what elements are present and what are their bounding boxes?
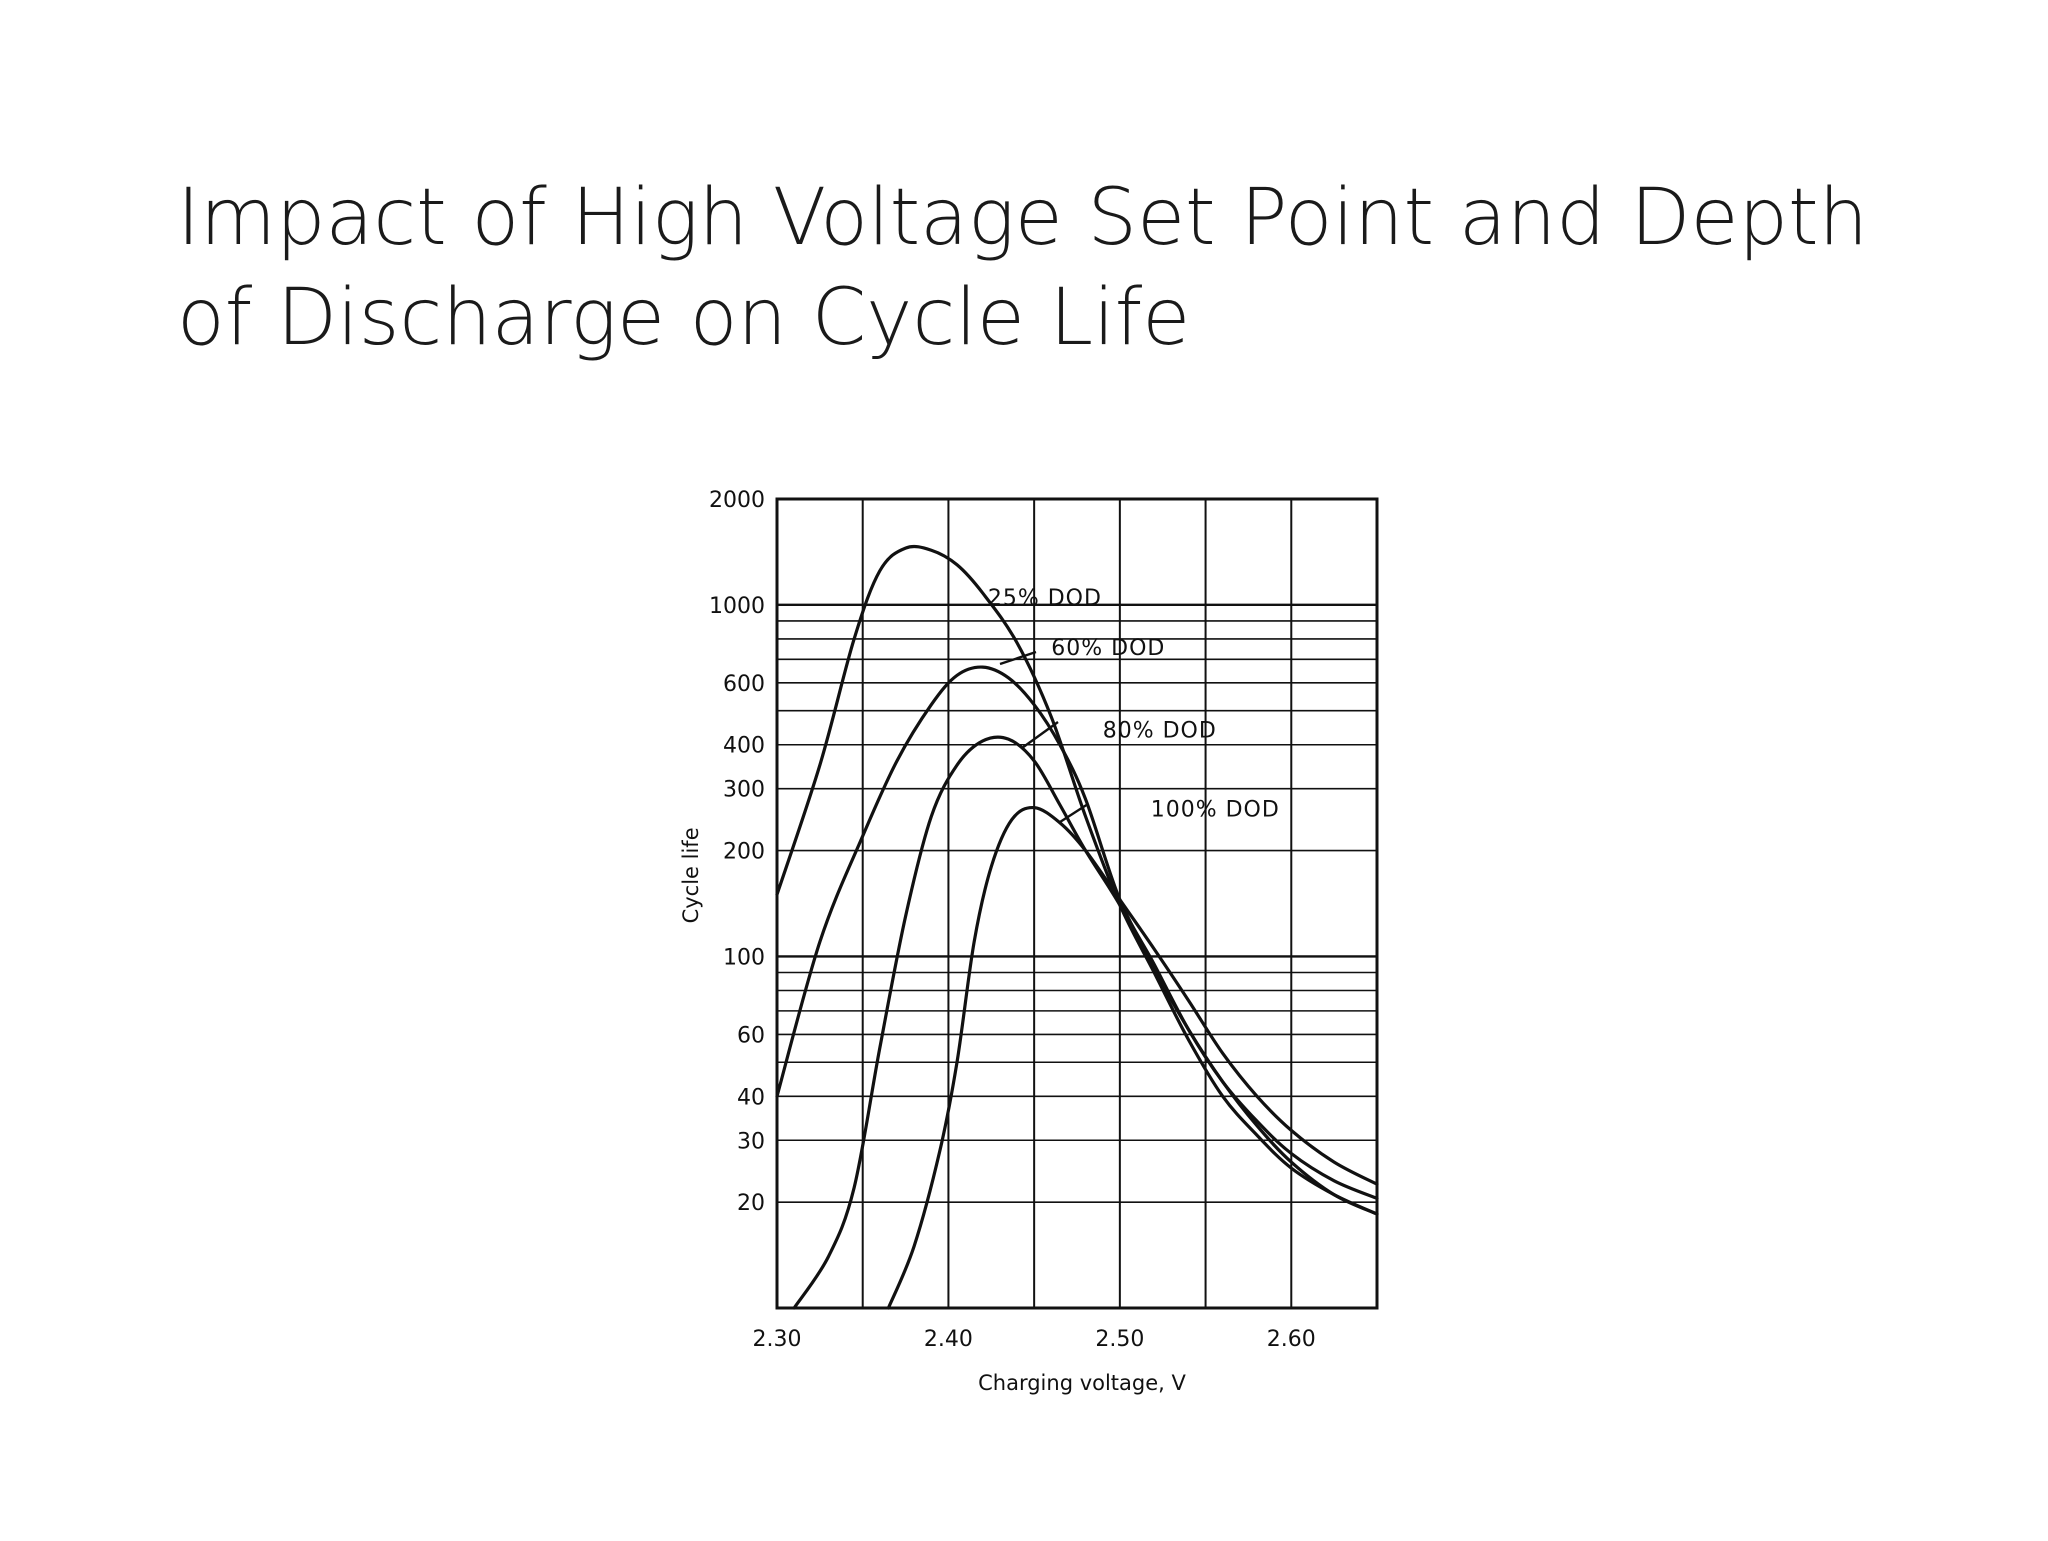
- y-tick-label: 20: [737, 1191, 765, 1216]
- y-tick-label: 30: [737, 1129, 765, 1154]
- y-tick-label: 2000: [709, 488, 765, 513]
- series-label-3: 80% DOD: [1103, 718, 1217, 743]
- series-label-1: 25% DOD: [988, 586, 1102, 611]
- plot-frame: [775, 497, 1379, 1310]
- label-leader-line: [1021, 721, 1059, 749]
- series-line-2: [775, 665, 1379, 1200]
- y-tick-label: 300: [723, 778, 765, 803]
- series-labels-layer: 25% DOD 60% DOD 80% DOD 100% DOD: [988, 586, 1280, 824]
- y-tick-label: 600: [723, 672, 765, 697]
- chart-grid-minor: [777, 620, 1377, 1203]
- series-line-4: [886, 805, 1379, 1310]
- y-axis-ticks: 20 30 40 60 100 200 300 400 600 1000 2000: [709, 488, 765, 1216]
- y-tick-label: 200: [723, 840, 765, 865]
- series-line-1: [775, 544, 1379, 1216]
- x-tick-label: 2.50: [1095, 1327, 1144, 1352]
- y-tick-label: 40: [737, 1085, 765, 1110]
- series-layer: [775, 544, 1379, 1310]
- x-tick-label: 2.40: [924, 1327, 973, 1352]
- slide-title: Impact of High Voltage Set Point and Dep…: [177, 173, 1869, 363]
- label-leader-line: [999, 650, 1037, 666]
- series-label-2: 60% DOD: [1051, 636, 1165, 661]
- x-tick-label: 2.30: [753, 1327, 802, 1352]
- series-line-3: [792, 735, 1379, 1310]
- series-label-4: 100% DOD: [1151, 798, 1280, 823]
- label-leader-line: [1059, 802, 1089, 824]
- y-tick-label: 400: [723, 734, 765, 759]
- y-tick-label: 100: [723, 945, 765, 970]
- chart-grid-major: [777, 499, 1377, 1308]
- x-axis-ticks: 2.30 2.40 2.50 2.60: [753, 1327, 1316, 1352]
- x-axis-label: Charging voltage, V: [978, 1371, 1186, 1395]
- y-axis-label: Cycle life: [679, 827, 703, 923]
- y-tick-label: 1000: [709, 594, 765, 619]
- x-tick-label: 2.60: [1267, 1327, 1316, 1352]
- y-tick-label: 60: [737, 1023, 765, 1048]
